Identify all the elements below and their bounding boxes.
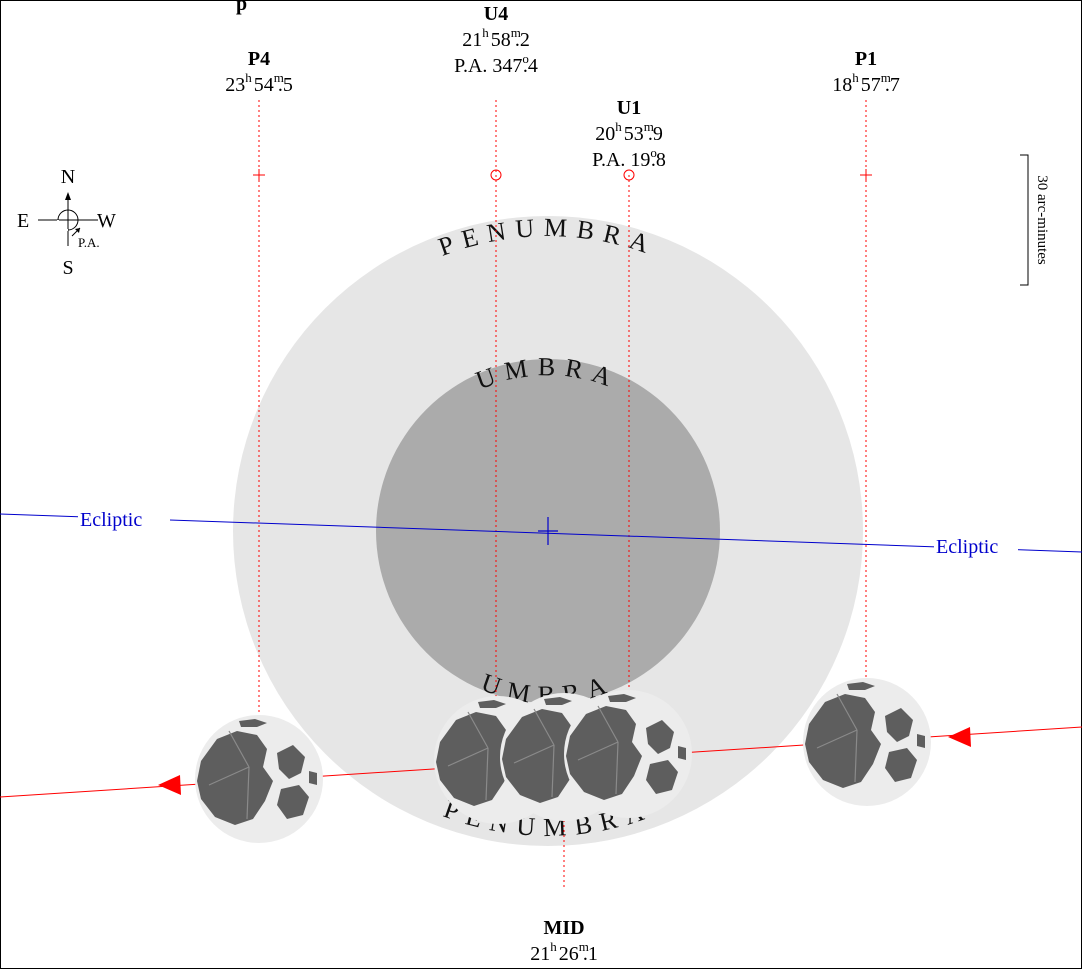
compass-west: W <box>97 210 116 232</box>
u1-time: 20h 53m.9 <box>595 119 663 145</box>
p4-name: P4 <box>248 48 270 70</box>
p4-contact-marker <box>253 169 265 181</box>
u1-name: U1 <box>617 97 641 119</box>
compass-rose: N S E W P.A. <box>17 166 116 279</box>
shadow-center-cross <box>538 517 558 545</box>
u1-contact-marker <box>623 169 635 181</box>
moon-path-arrow-right <box>948 727 971 747</box>
u4-time: 21h 58m.2 <box>462 25 530 51</box>
ecliptic-line <box>0 513 1082 553</box>
compass-north: N <box>61 166 75 188</box>
moon-u1 <box>563 689 693 819</box>
compass-south: S <box>62 257 73 279</box>
compass-pa-label: P.A. <box>78 235 100 250</box>
moon-path-arrow-left <box>158 775 181 795</box>
mid-name: MID <box>543 917 584 939</box>
u4-contact-marker <box>490 169 502 181</box>
p4-time: 23h 54m.5 <box>225 70 293 96</box>
u4-name: U4 <box>484 3 508 25</box>
contact-u1-label: U1 20h 53m.9 P.A. 19o.8 <box>592 97 666 171</box>
u4-position-angle: P.A. 347o.4 <box>454 51 538 77</box>
compass-east: E <box>17 210 29 232</box>
ecliptic-label-bg-right <box>934 535 1018 559</box>
p1-time: 18h 57m.7 <box>832 70 900 96</box>
ecliptic-label-right: Ecliptic <box>936 536 998 558</box>
title-fragment: p <box>236 0 247 15</box>
ecliptic-label-left: Ecliptic <box>80 509 142 531</box>
contact-u4-label: U4 21h 58m.2 P.A. 347o.4 <box>454 3 538 77</box>
mid-time: 21h 26m.1 <box>530 939 598 965</box>
ecliptic-label-bg-left <box>78 506 170 530</box>
contact-p4-label: P4 23h 54m.5 <box>225 48 293 96</box>
u1-position-angle: P.A. 19o.8 <box>592 145 666 171</box>
moon-p4 <box>194 714 324 844</box>
moon-p1 <box>802 677 932 807</box>
position-angle-arrow-icon <box>75 228 80 233</box>
scale-bar: 30 arc-minutes <box>1020 154 1050 286</box>
p1-name: P1 <box>855 48 877 70</box>
contact-p1-label: P1 18h 57m.7 <box>832 48 900 96</box>
north-arrow-icon <box>65 192 71 200</box>
p1-contact-marker <box>860 169 872 181</box>
scale-bar-label: 30 arc-minutes <box>1034 175 1050 265</box>
contact-mid-label: MID 21h 26m.1 <box>530 917 598 965</box>
